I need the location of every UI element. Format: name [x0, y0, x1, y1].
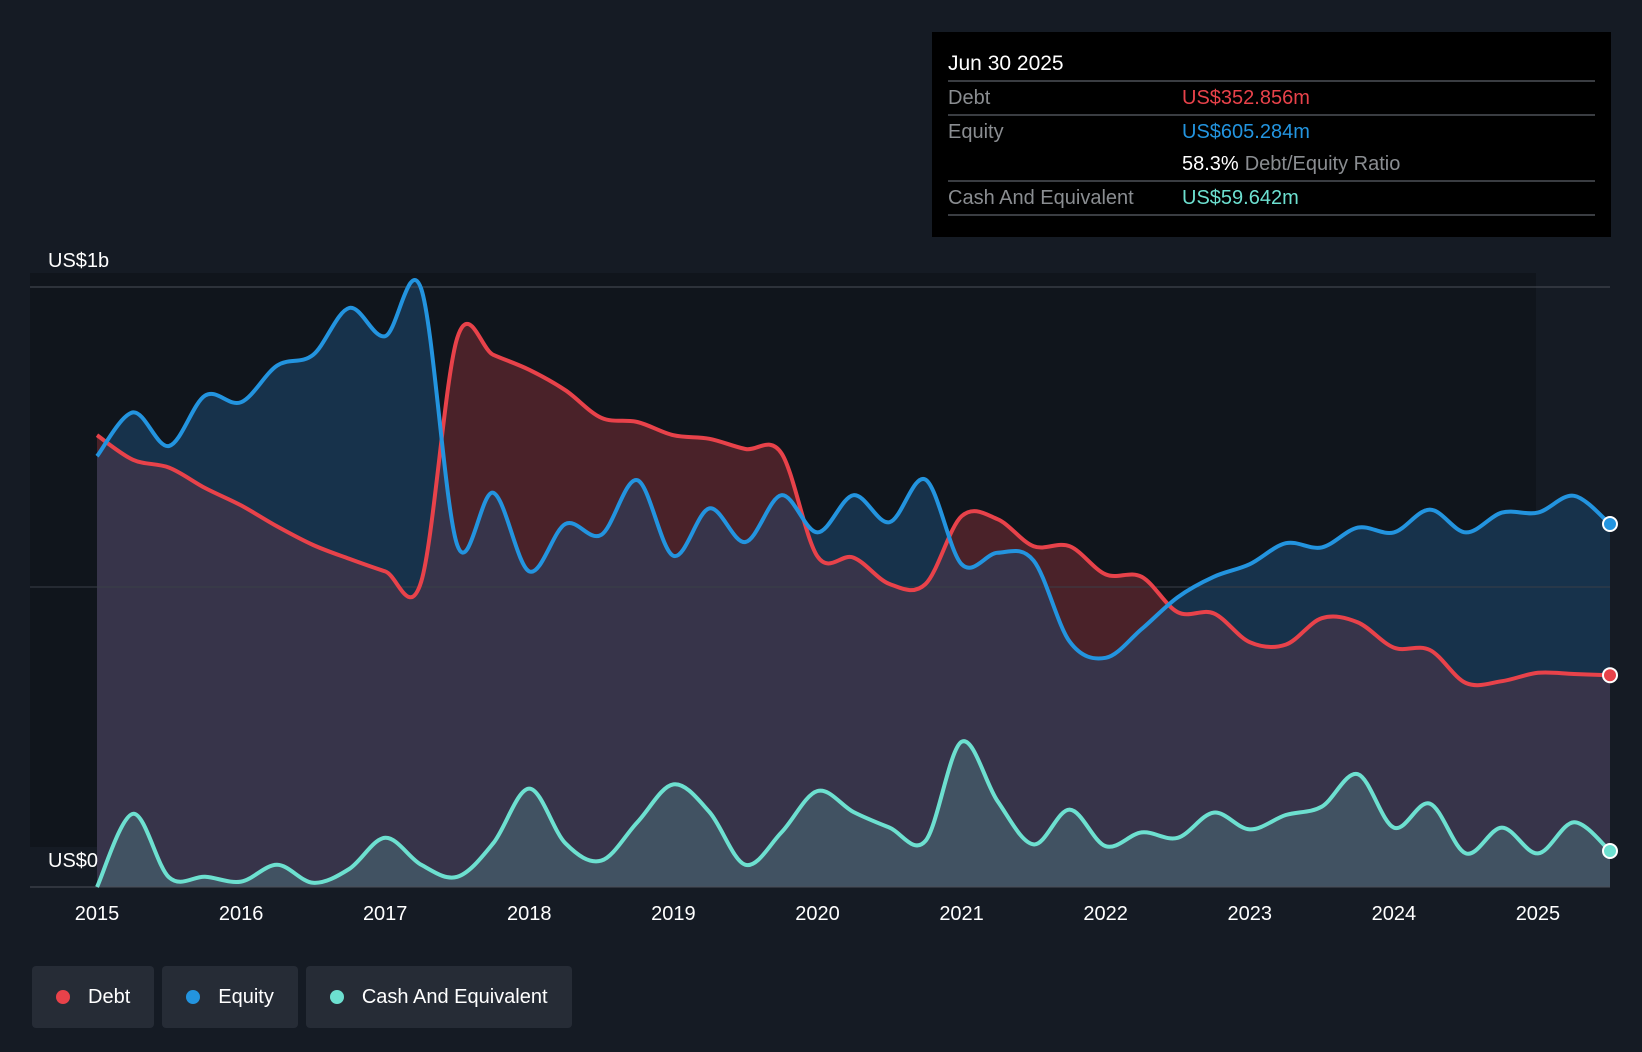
x-tick-2022: 2022	[1083, 903, 1128, 925]
legend-equity[interactable]: Equity	[162, 966, 298, 1028]
cash-dot-icon	[329, 990, 344, 1004]
tooltip-ratio-value: 58.3%	[1182, 153, 1239, 175]
tooltip-equity-value: US$605.284m	[1182, 121, 1310, 143]
tooltip-debt-row: Debt US$352.856m	[948, 82, 1595, 116]
x-tick-2018: 2018	[507, 903, 552, 925]
tooltip-date: Jun 30 2025	[948, 48, 1595, 82]
x-tick-2024: 2024	[1372, 903, 1417, 925]
debt-line	[95, 321, 1611, 688]
tooltip-ratio-row: 58.3% Debt/Equity Ratio	[948, 148, 1595, 182]
legend-cash[interactable]: Cash And Equivalent	[305, 966, 572, 1028]
equity-line	[95, 278, 1612, 661]
legend-debt[interactable]: Debt	[32, 966, 155, 1028]
equity-dot-icon	[186, 990, 201, 1004]
tooltip: Jun 30 2025 Debt US$352.856m Equity US$605…	[932, 32, 1611, 237]
debt-dot-icon	[56, 990, 70, 1004]
x-tick-2021: 2021	[939, 903, 984, 925]
legend: Debt Equity Cash And Equivalent	[32, 966, 572, 1028]
tooltip-cash-row: Cash And Equivalent US$59.642m	[948, 182, 1595, 216]
x-tick-2023: 2023	[1228, 903, 1273, 925]
tooltip-ratio-label: Debt/Equity Ratio	[1244, 153, 1401, 175]
x-tick-2015: 2015	[75, 903, 120, 925]
equity-end-point[interactable]	[1602, 516, 1618, 532]
tooltip-equity-row: Equity US$605.284m	[948, 116, 1595, 148]
y-label-top: US$1b	[48, 250, 110, 272]
x-tick-2017: 2017	[363, 903, 408, 925]
x-tick-2025: 2025	[1516, 903, 1561, 925]
y-label-bottom: US$0	[48, 850, 99, 872]
x-tick-2019: 2019	[651, 903, 696, 925]
cash-line	[95, 739, 1612, 888]
legend-equity-label: Equity	[218, 985, 274, 1008]
tooltip-debt-label: Debt	[948, 87, 991, 109]
x-tick-2016: 2016	[219, 903, 264, 925]
tooltip-equity-label: Equity	[948, 121, 1004, 143]
legend-cash-label: Cash And Equivalent	[361, 985, 548, 1008]
cash-end-point[interactable]	[1602, 843, 1618, 859]
x-tick-2020: 2020	[795, 903, 840, 925]
tooltip-cash-label: Cash And Equivalent	[948, 187, 1134, 209]
tooltip-cash-value: US$59.642m	[1182, 187, 1299, 209]
legend-debt-label: Debt	[88, 985, 131, 1008]
tooltip-debt-value: US$352.856m	[1182, 87, 1310, 109]
debt-end-point[interactable]	[1602, 667, 1618, 684]
